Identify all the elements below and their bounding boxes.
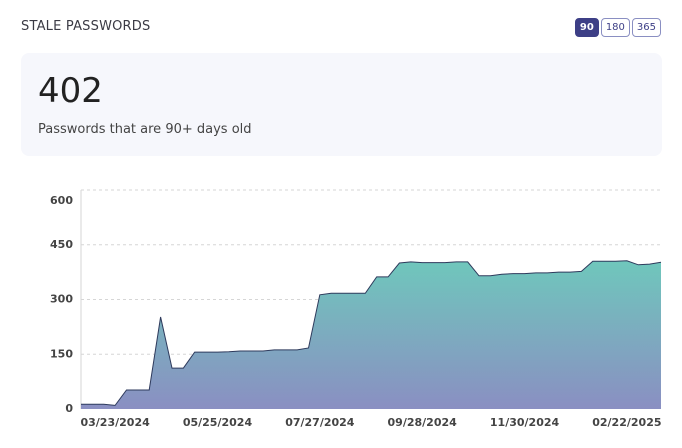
y-tick-label: 150: [50, 347, 73, 360]
y-tick-label: 450: [50, 238, 73, 251]
stat-caption: Passwords that are 90+ days old: [38, 122, 252, 137]
y-tick-label: 600: [50, 194, 73, 207]
y-tick-label: 300: [50, 293, 73, 306]
stat-card: 402 Passwords that are 90+ days old: [21, 53, 662, 156]
filter-group: 90 180 365: [574, 18, 661, 37]
area: [81, 260, 661, 409]
x-tick-label: 07/27/2024: [285, 416, 355, 429]
x-tick-label: 05/25/2024: [183, 416, 253, 429]
line: [81, 260, 662, 406]
y-tick-label: 0: [65, 402, 73, 415]
x-tick-label: 02/22/2025: [592, 416, 661, 429]
filter-button[interactable]: 365: [631, 18, 661, 37]
stat-value: 402: [38, 71, 103, 111]
widget-title: STALE PASSWORDS: [21, 19, 151, 34]
x-tick-label: 03/23/2024: [80, 416, 150, 429]
x-tick-label: 11/30/2024: [490, 416, 560, 429]
filter-button[interactable]: 180: [600, 18, 630, 37]
x-tick-label: 09/28/2024: [388, 416, 458, 429]
filter-button[interactable]: 90: [574, 18, 599, 37]
